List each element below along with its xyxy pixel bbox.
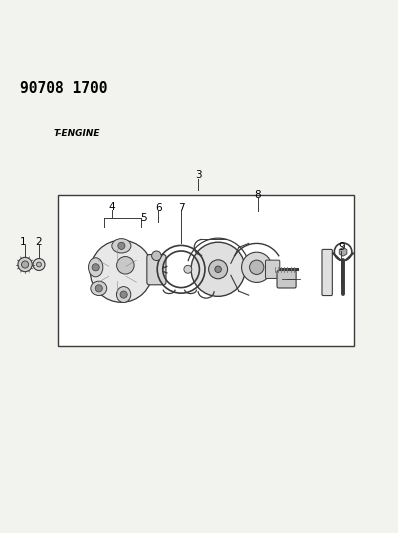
Circle shape bbox=[215, 266, 221, 272]
FancyBboxPatch shape bbox=[265, 260, 280, 278]
Circle shape bbox=[191, 242, 245, 296]
FancyBboxPatch shape bbox=[322, 249, 332, 296]
Ellipse shape bbox=[88, 258, 103, 277]
Text: 6: 6 bbox=[155, 203, 162, 213]
Text: 9: 9 bbox=[338, 243, 345, 253]
Ellipse shape bbox=[117, 287, 131, 303]
Circle shape bbox=[118, 242, 125, 249]
Circle shape bbox=[90, 240, 152, 302]
Circle shape bbox=[33, 259, 45, 270]
Circle shape bbox=[184, 265, 192, 273]
Circle shape bbox=[209, 260, 228, 279]
Circle shape bbox=[120, 291, 127, 298]
Circle shape bbox=[95, 285, 102, 292]
FancyBboxPatch shape bbox=[147, 255, 166, 285]
Text: 3: 3 bbox=[195, 170, 201, 180]
FancyBboxPatch shape bbox=[277, 270, 296, 288]
Text: 90708 1700: 90708 1700 bbox=[20, 82, 107, 96]
Text: 4: 4 bbox=[109, 202, 115, 212]
Circle shape bbox=[37, 262, 41, 267]
Text: T-ENGINE: T-ENGINE bbox=[54, 129, 100, 138]
Circle shape bbox=[152, 251, 161, 261]
Bar bbox=[58, 195, 354, 346]
Ellipse shape bbox=[91, 281, 107, 295]
Text: 8: 8 bbox=[255, 190, 261, 200]
Text: 7: 7 bbox=[178, 203, 184, 213]
Circle shape bbox=[244, 265, 252, 273]
Polygon shape bbox=[339, 247, 347, 256]
Ellipse shape bbox=[112, 239, 131, 253]
Circle shape bbox=[92, 264, 99, 271]
Text: 5: 5 bbox=[140, 213, 146, 223]
Text: 2: 2 bbox=[36, 237, 42, 247]
Circle shape bbox=[117, 256, 134, 274]
Circle shape bbox=[21, 261, 29, 268]
Circle shape bbox=[18, 257, 32, 272]
Circle shape bbox=[250, 260, 264, 274]
Text: 1: 1 bbox=[20, 237, 26, 247]
Circle shape bbox=[242, 252, 272, 282]
